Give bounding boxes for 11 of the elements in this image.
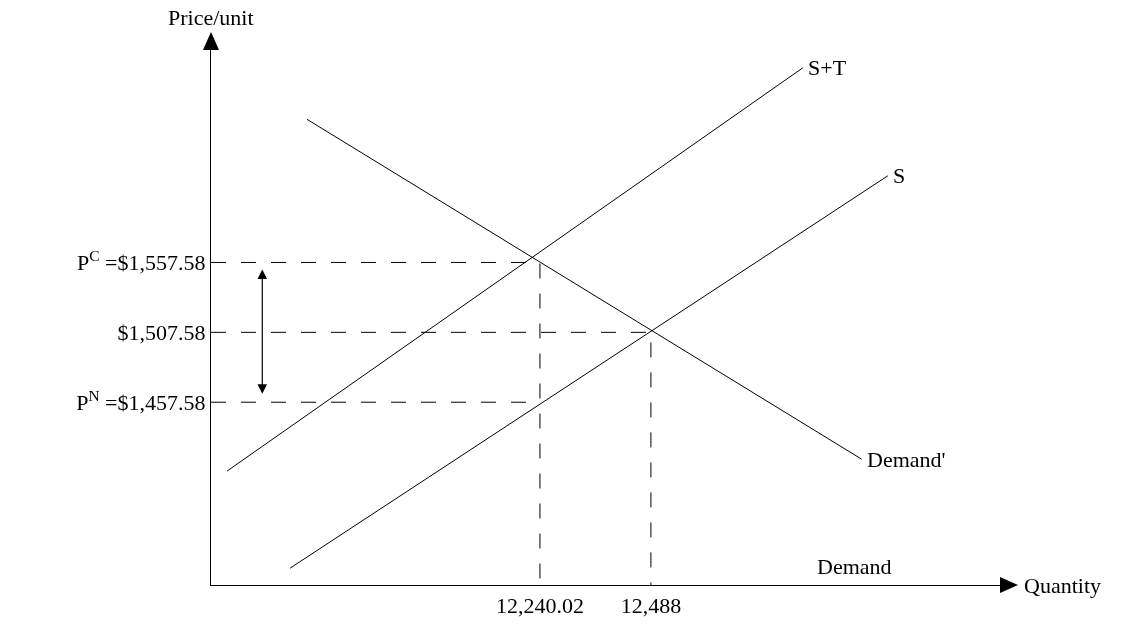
series-label: S [893, 163, 906, 188]
x-axis-title: Quantity [1024, 573, 1101, 598]
series-label: Demand' [867, 447, 946, 472]
series-label: S+T [808, 55, 847, 80]
y-axis-title: Price/unit [168, 5, 254, 30]
y-tick-label: P$^{C}$ =$1,557.58 [77, 246, 206, 276]
y-tick-label: $1,507.58 [117, 320, 206, 346]
y-tick-label: P$^{N}$ =$1,457.58 [76, 386, 206, 415]
x-tick-label: 12,240.02 [495, 592, 584, 618]
annotation: Demand [817, 554, 892, 579]
x-tick-label: 12,488 [620, 592, 682, 618]
